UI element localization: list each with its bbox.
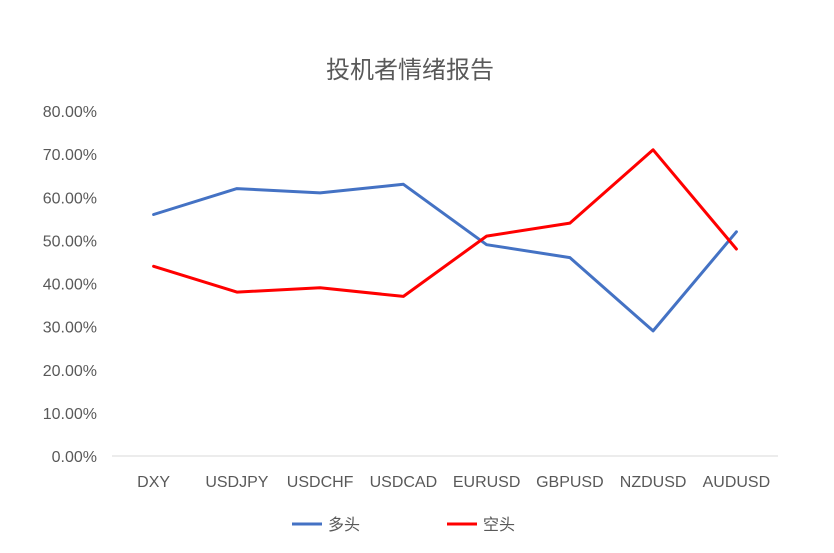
x-tick-label: AUDUSD	[703, 474, 771, 491]
y-tick-label: 50.00%	[43, 233, 97, 250]
chart-title: 投机者情绪报告	[326, 56, 494, 84]
x-tick-label: GBPUSD	[536, 474, 604, 491]
y-tick-label: 80.00%	[43, 104, 97, 121]
series-line-long	[152, 182, 738, 333]
x-tick-label: DXY	[137, 474, 170, 491]
y-tick-label: 20.00%	[43, 363, 97, 380]
y-tick-label: 0.00%	[52, 449, 97, 466]
y-tick-label: 60.00%	[43, 190, 97, 207]
x-tick-label: USDJPY	[205, 474, 268, 491]
series-line-short	[152, 148, 738, 298]
y-axis-ticks: 0.00% 10.00% 20.00% 30.00% 40.00% 50.00% 60.00…	[43, 104, 97, 466]
x-tick-label: USDCAD	[370, 474, 438, 491]
x-tick-label: EURUSD	[453, 474, 521, 491]
legend-label: 多头	[328, 515, 360, 534]
x-axis-ticks: DXY USDJPY USDCHF USDCAD EURUSD GBPUSD NZDUSD A…	[137, 474, 770, 491]
y-tick-label: 40.00%	[43, 277, 97, 294]
series-lines	[152, 148, 738, 333]
y-tick-label: 10.00%	[43, 406, 97, 423]
legend: 多头 空头	[292, 515, 515, 534]
y-tick-label: 70.00%	[43, 147, 97, 164]
y-tick-label: 30.00%	[43, 320, 97, 337]
x-tick-label: USDCHF	[287, 474, 354, 491]
x-tick-label: NZDUSD	[620, 474, 687, 491]
legend-label: 空头	[483, 515, 515, 534]
